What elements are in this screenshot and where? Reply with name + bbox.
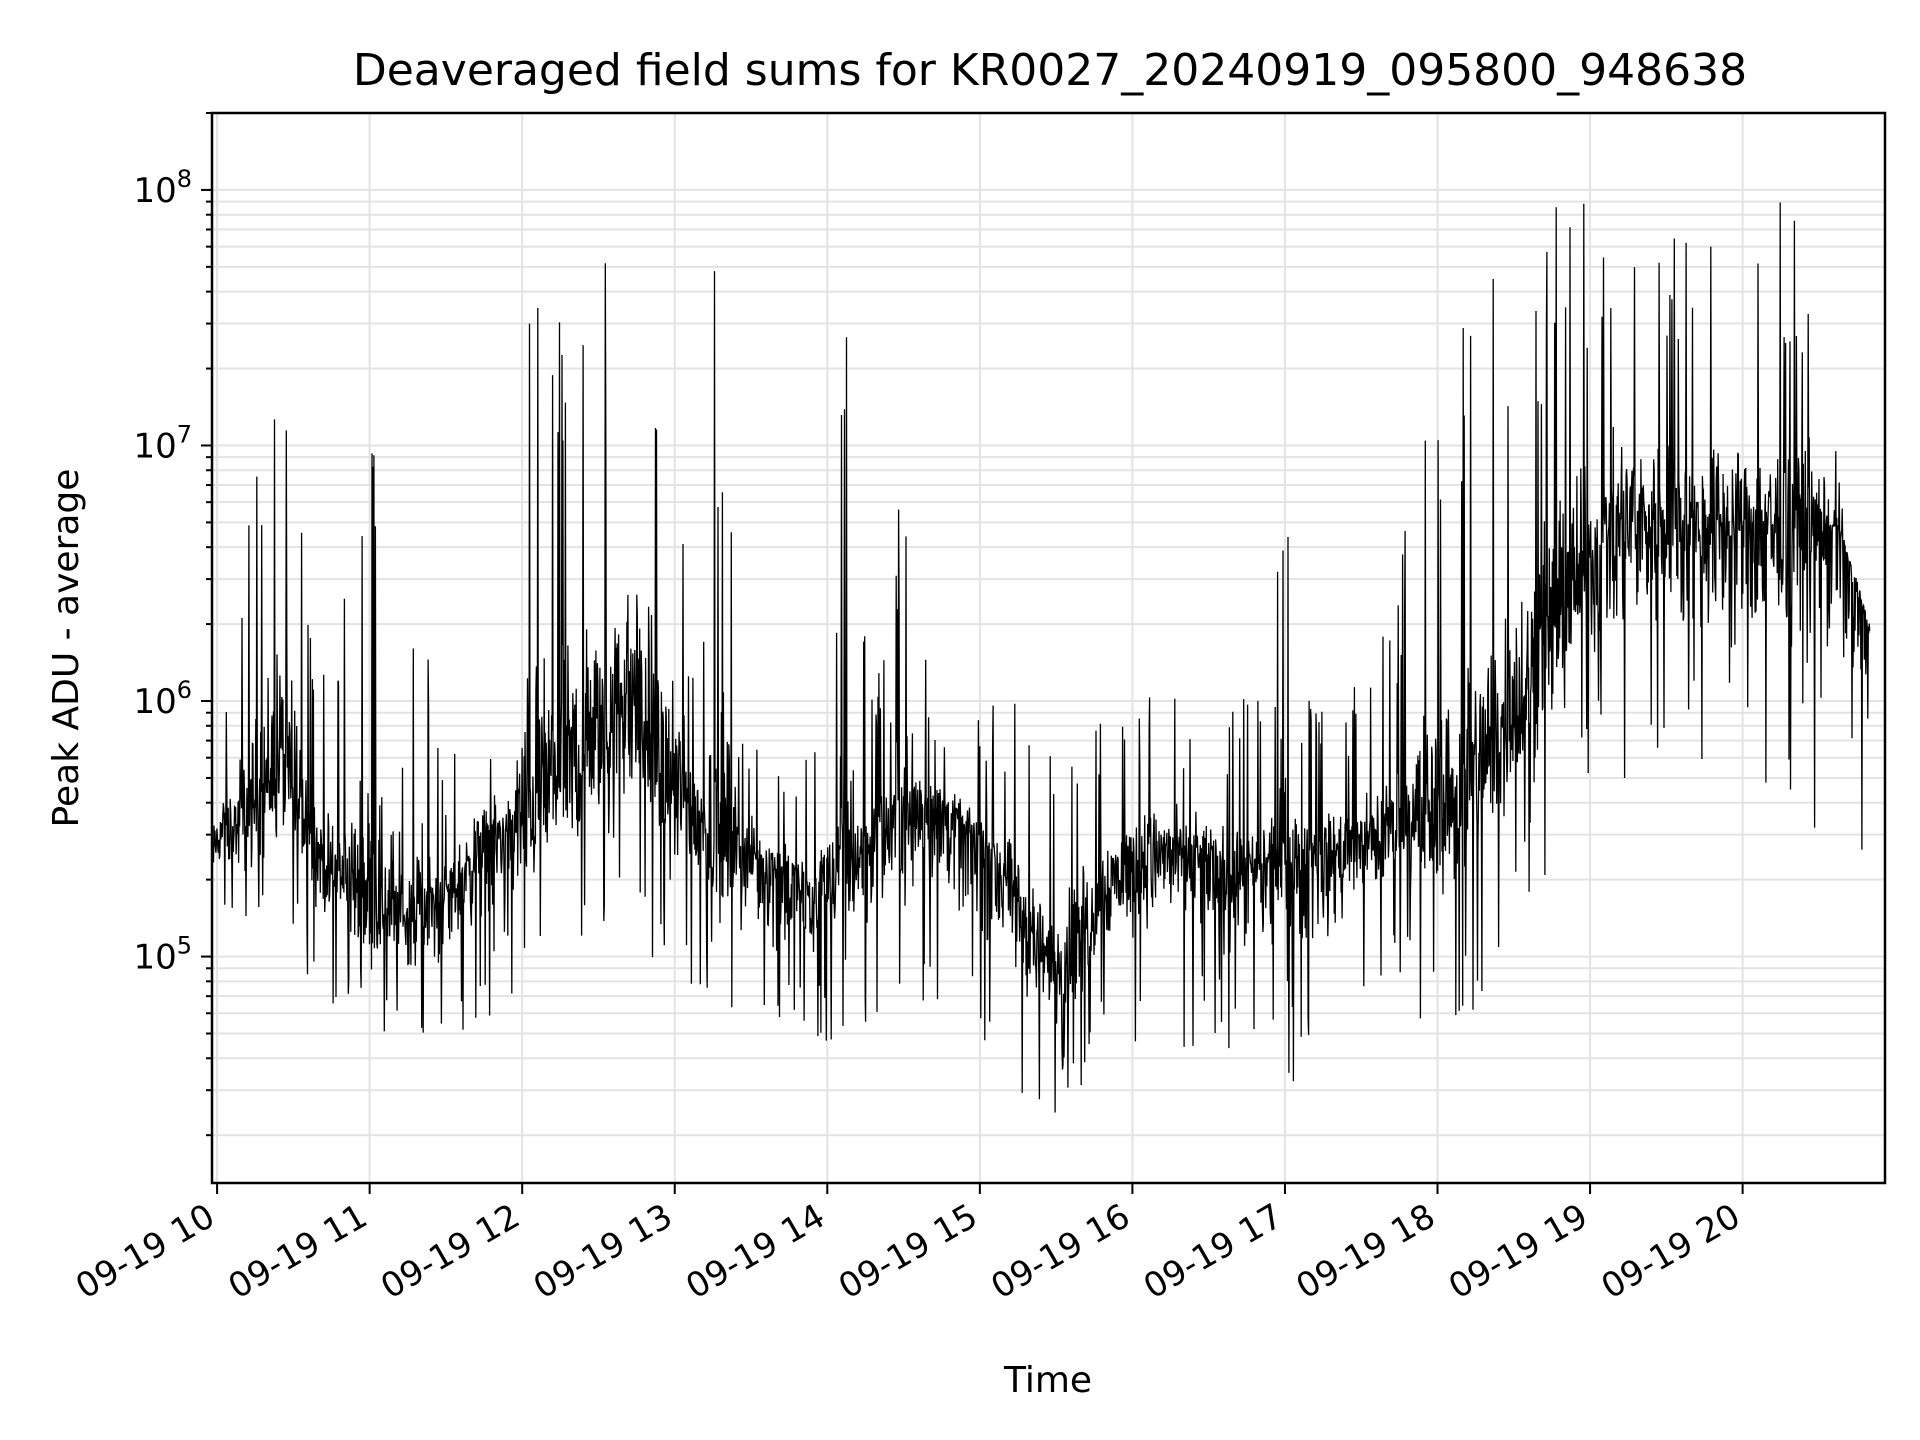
y-tick-label: 107 [133,420,192,466]
plot-frame [210,111,1887,1185]
y-tick-label: 105 [133,932,192,978]
chart-title: Deaveraged field sums for KR0027_2024091… [353,45,1747,96]
y-tick-label: 108 [133,165,192,211]
y-tick-label: 106 [133,676,192,722]
x-axis-label: Time [1003,1360,1092,1401]
series-line [211,202,1871,1113]
y-axis: 105 106 107 108 [133,112,212,1137]
y-axis-label: Peak ADU - average [46,469,87,828]
plot-area [211,202,1871,1113]
